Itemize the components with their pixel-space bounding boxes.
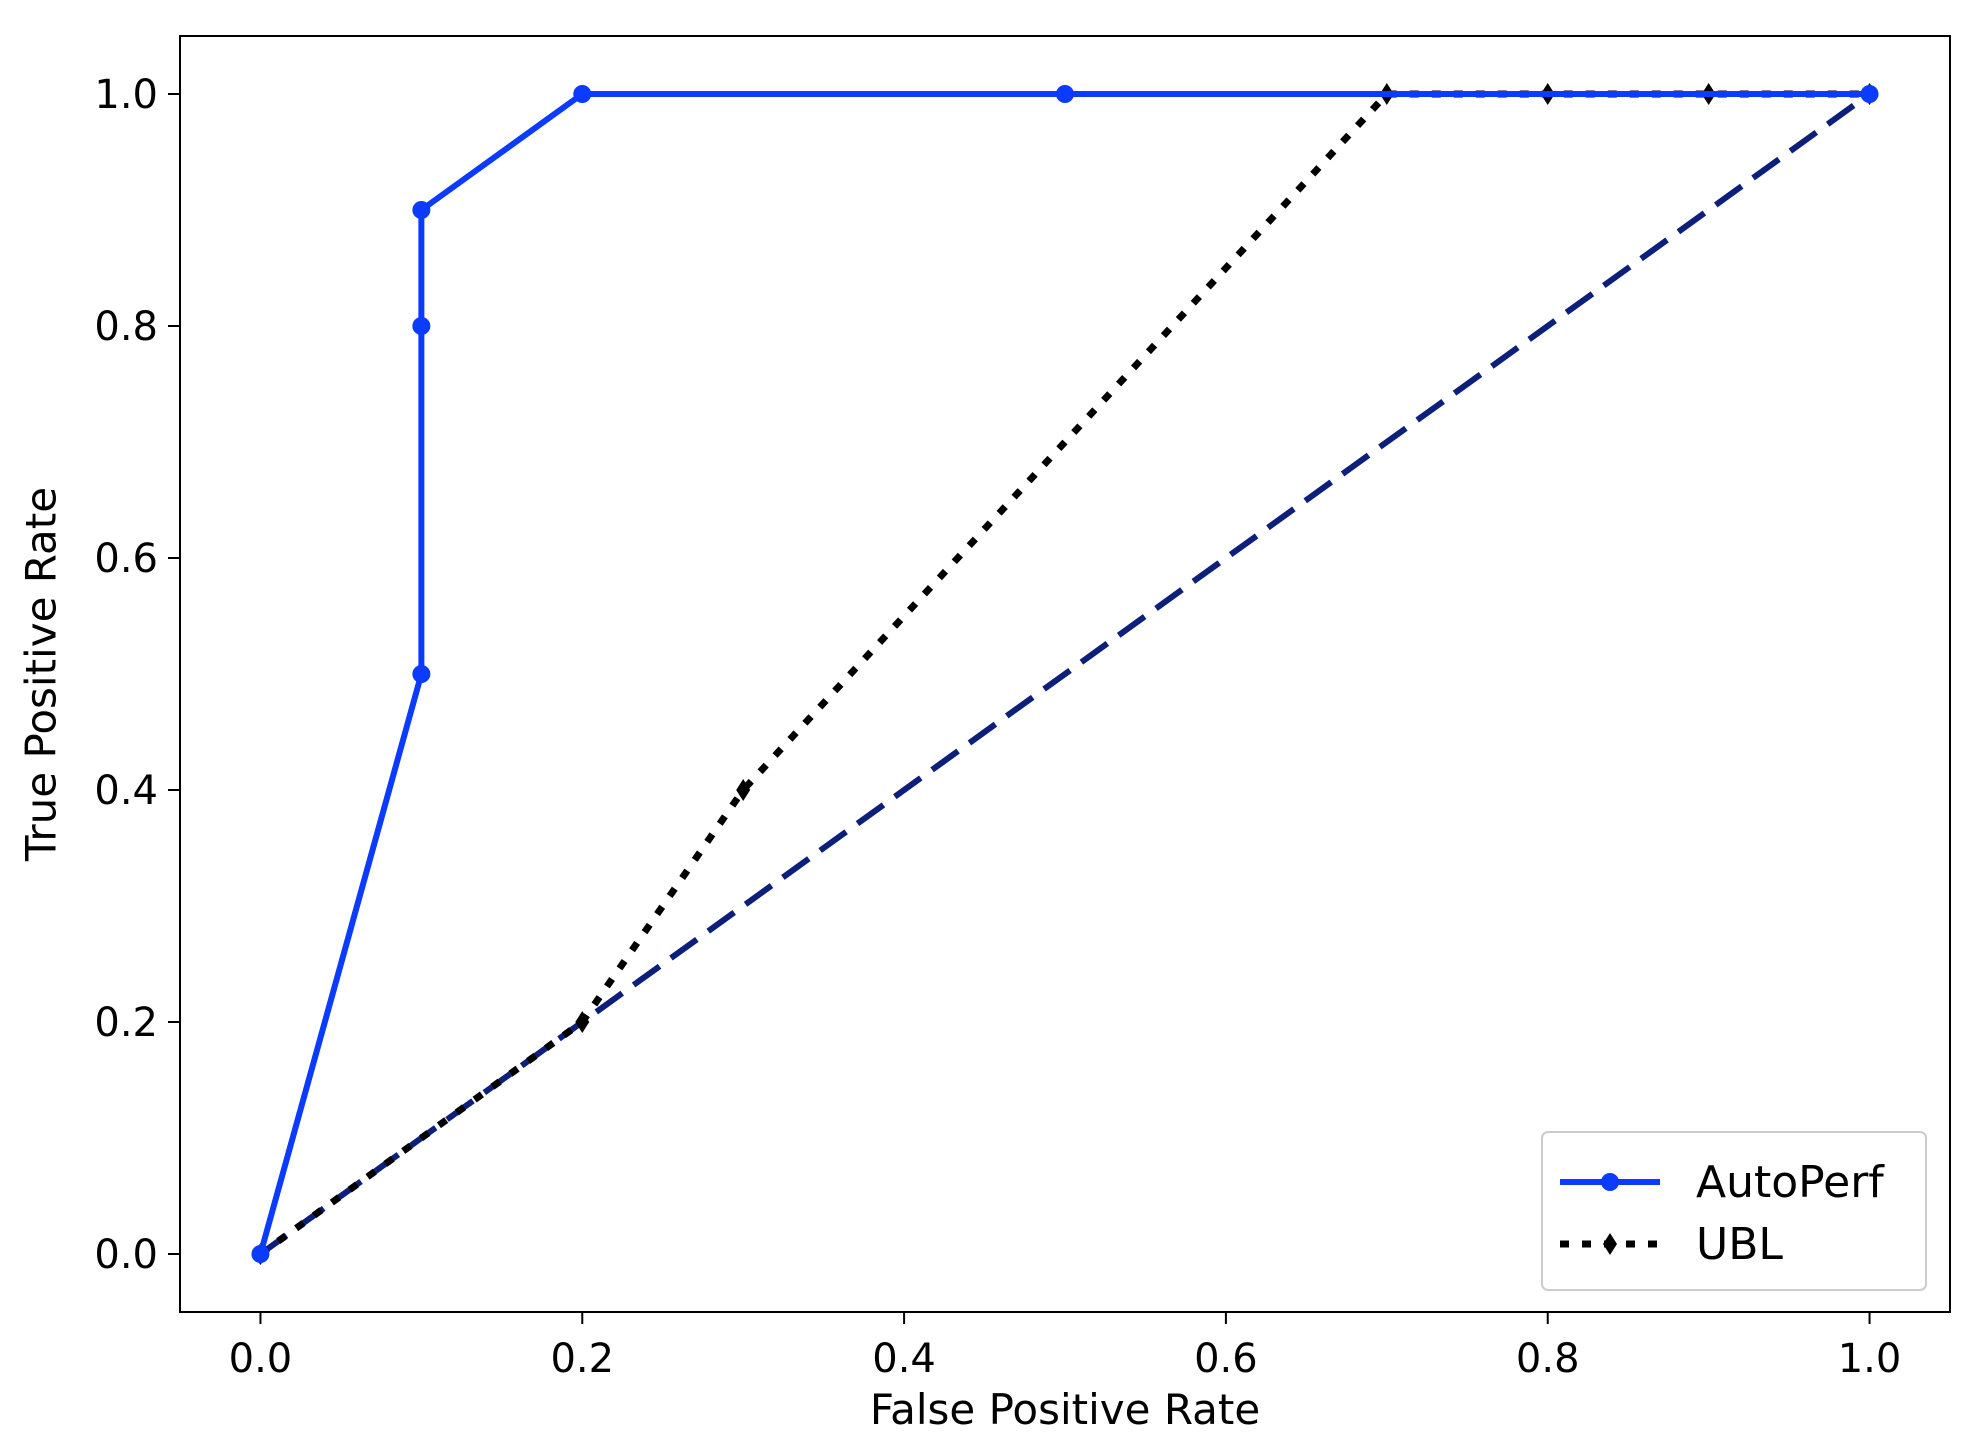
x-tick-label: 0.4 [872,1336,936,1382]
y-tick-label: 0.0 [94,1232,158,1278]
x-tick-label: 0.6 [1194,1336,1258,1382]
data-point-autoperf [1056,85,1074,103]
data-point-ubl [575,1011,590,1033]
x-tick-label: 0.8 [1516,1336,1580,1382]
x-axis-label: False Positive Rate [870,1385,1260,1434]
y-tick-label: 0.4 [94,768,158,814]
legend-marker-autoperf [1601,1173,1619,1191]
y-tick-label: 0.8 [94,304,158,350]
data-point-autoperf [412,665,431,683]
x-tick-label: 0.2 [550,1336,614,1382]
y-axis: 0.0 0.2 0.4 0.6 0.8 1.0 [94,72,180,1278]
y-axis-label: True Positive Rate [17,487,66,862]
x-tick-label: 0.0 [229,1336,293,1382]
data-point-autoperf [412,317,431,335]
series-layer [251,83,1879,1265]
legend-marker-ubl [1603,1233,1617,1255]
legend: AutoPerf UBL [1541,1131,1927,1291]
data-point-ubl [736,779,751,801]
plot-frame [179,35,1951,1313]
y-tick-label: 0.6 [94,536,158,582]
data-point-autoperf [251,1245,270,1263]
legend-label-ubl: UBL [1696,1219,1783,1270]
legend-box [1541,1131,1927,1291]
y-tick-label: 1.0 [94,72,158,118]
x-axis: 0.0 0.2 0.4 0.6 0.8 1.0 [229,1312,1902,1382]
legend-label-autoperf: AutoPerf [1696,1157,1885,1208]
x-tick-label: 1.0 [1838,1336,1902,1382]
data-point-autoperf [1860,85,1879,103]
data-point-autoperf [573,85,592,103]
data-point-autoperf [412,201,431,219]
y-tick-label: 0.2 [94,1000,158,1046]
